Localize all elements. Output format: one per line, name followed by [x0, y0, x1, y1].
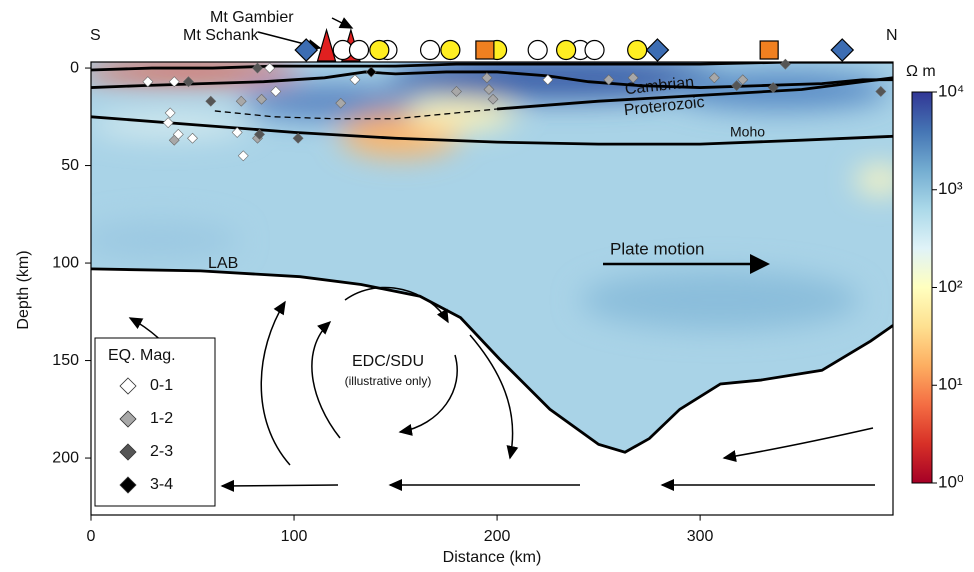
site-circle [527, 39, 548, 61]
site-circle [419, 39, 441, 61]
y-tick-label: 50 [61, 157, 79, 174]
colorbar-tick-label: 10¹ [938, 375, 963, 394]
earthquake [252, 62, 263, 74]
site-circle [627, 39, 648, 61]
earthquake [235, 95, 247, 107]
volcano [316, 27, 337, 62]
earthquake [731, 80, 743, 92]
legend-marker [119, 410, 137, 428]
earthquake [205, 95, 217, 107]
y-tick-label: 200 [52, 449, 79, 466]
earthquake [779, 58, 791, 70]
y-tick-label: 150 [52, 352, 79, 369]
boundary-line [91, 267, 893, 454]
schank-label: Mt Schank [183, 27, 260, 44]
plot-frame [90, 61, 894, 516]
earthquake [164, 107, 176, 119]
earthquake [237, 150, 249, 162]
colorbar-tick-label: 10³ [938, 179, 963, 198]
legend-marker [119, 443, 137, 461]
colorbar-label: Ω m [906, 63, 936, 80]
y-tick-label: 100 [52, 254, 79, 271]
earthquake [292, 132, 304, 144]
north-label: N [886, 27, 898, 44]
earthquake [256, 93, 267, 105]
earthquake [349, 74, 361, 86]
boundary-line [496, 76, 893, 111]
earthquake [627, 72, 639, 84]
site-circle [584, 39, 605, 61]
earthquake [264, 62, 276, 74]
earthquake [481, 72, 493, 84]
earthquake [737, 74, 749, 86]
earthquake [767, 82, 779, 93]
legend-label: 0-1 [150, 377, 173, 394]
earthquake [451, 86, 462, 97]
legend-label: 1-2 [150, 410, 173, 427]
earthquake [162, 117, 174, 129]
y-axis-label: Depth (km) [15, 250, 32, 329]
legend-label: 3-4 [150, 476, 173, 493]
edc-note: (illustrative only) [345, 374, 432, 388]
gambier-label: Mt Gambier [210, 9, 294, 26]
below-lab [91, 268, 893, 515]
legend-title: EQ. Mag. [108, 347, 176, 364]
lab-label: LAB [208, 255, 238, 272]
boundary-line [91, 115, 893, 146]
edc-label: EDC/SDU [352, 353, 424, 370]
earthquake [335, 97, 347, 109]
x-tick-label: 300 [687, 528, 714, 545]
earthquake [270, 86, 282, 97]
colorbar [911, 91, 933, 484]
site-square [475, 40, 495, 60]
colorbar-tick-label: 10² [938, 277, 963, 296]
earthquake [142, 76, 154, 88]
boundary-line [214, 106, 518, 120]
earthquake [187, 132, 198, 144]
y-tick-label: 0 [70, 59, 79, 76]
earthquake [708, 72, 720, 84]
legend-marker [119, 476, 137, 494]
plate-motion-label: Plate motion [610, 239, 705, 258]
earthquake [542, 74, 554, 86]
legend-label: 2-3 [150, 443, 173, 460]
colorbar-tick-label: 10⁰ [938, 472, 964, 491]
site-circle [369, 39, 390, 61]
resistivity-field [91, 62, 893, 515]
earthquake [254, 128, 265, 140]
earthquake [487, 93, 499, 105]
boundary-line [91, 62, 893, 72]
moho-label: Moho [730, 124, 765, 140]
x-tick-label: 200 [484, 528, 511, 545]
earthquake [168, 76, 180, 88]
site-circle [440, 39, 461, 61]
site-diamond [830, 38, 855, 62]
earthquake [365, 66, 377, 78]
earthquake [168, 134, 180, 146]
site-square [759, 40, 779, 60]
earthquake [183, 76, 194, 88]
site-circle [348, 39, 370, 61]
earthquake [231, 126, 243, 138]
site-diamond [294, 38, 319, 62]
x-tick-label: 100 [281, 528, 308, 545]
earthquake [603, 74, 615, 86]
earthquake [875, 86, 887, 97]
legend-box [94, 337, 216, 507]
x-tick-label: 0 [87, 528, 96, 545]
south-label: S [90, 27, 101, 44]
legend-marker [119, 377, 137, 395]
x-axis-label: Distance (km) [443, 549, 542, 566]
earthquake [483, 84, 495, 95]
site-circle [556, 39, 577, 61]
colorbar-tick-label: 10⁴ [938, 81, 964, 100]
boundary-line [91, 70, 893, 89]
site-diamond [645, 38, 670, 62]
